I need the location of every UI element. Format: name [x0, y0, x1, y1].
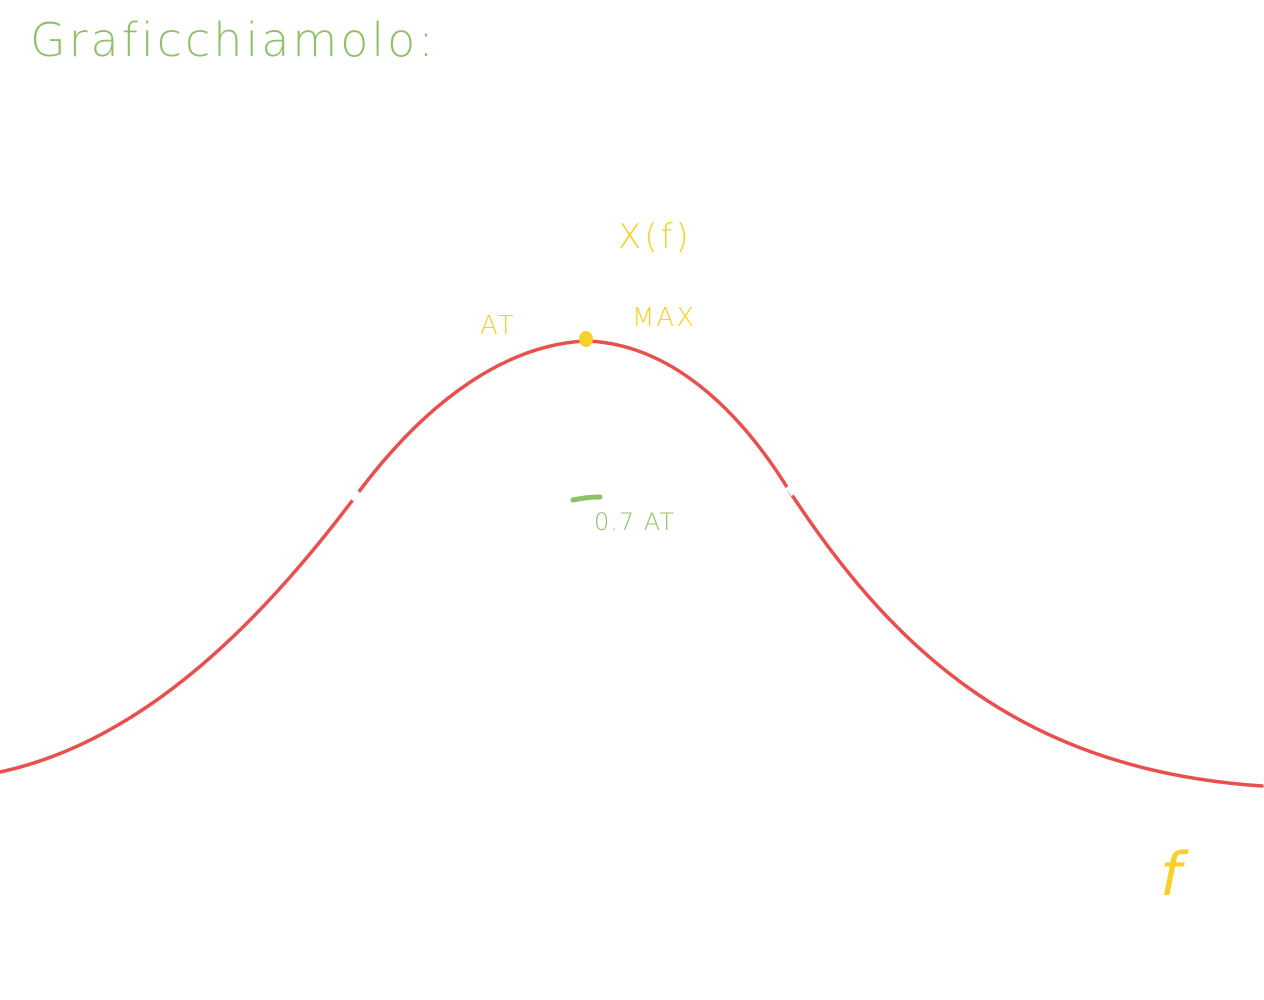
frequency-axis-label: f	[1160, 840, 1189, 910]
curve-gap-right	[785, 485, 795, 497]
peak-marker	[579, 331, 593, 347]
peak-amplitude-label: AT	[480, 311, 516, 341]
curve-gap-left	[350, 490, 361, 502]
bell-curve	[0, 339, 1264, 788]
threshold-tick	[570, 494, 603, 503]
peak-max-label: MAX	[632, 303, 696, 333]
page-title: Graficchiamolo:	[30, 13, 437, 67]
threshold-label: 0.7 AT	[594, 508, 675, 536]
function-label: X(f)	[618, 217, 692, 257]
